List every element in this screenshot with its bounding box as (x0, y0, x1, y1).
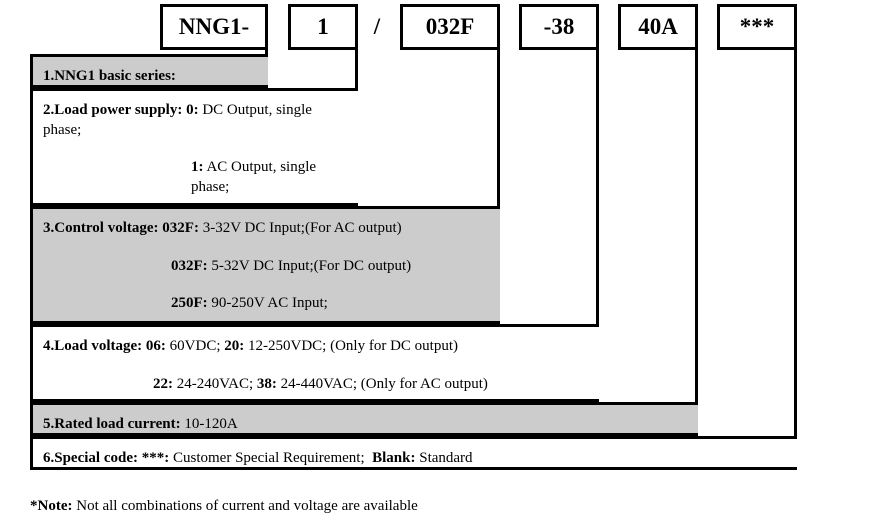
diagram-container: NNG1- 1 / 032F -38 40A *** 1.NNG1 basic … (30, 4, 840, 54)
band-control-voltage: 3.Control voltage: 032F: 3-32V DC Input;… (30, 206, 500, 324)
band-series-title: 1.NNG1 basic series: (43, 68, 176, 84)
band-rated-current-title: 5.Rated load current: (43, 416, 181, 432)
code-separator: / (362, 4, 392, 50)
code-load-voltage: -38 (544, 14, 575, 40)
code-box-special: *** (717, 4, 797, 50)
band-special-code-title: 6.Special code: (43, 450, 138, 466)
band-load-power: 2.Load power supply: 0: DC Output, singl… (30, 88, 358, 206)
code-rated-current: 40A (638, 14, 678, 40)
code-box-rated-current: 40A (618, 4, 698, 50)
band-load-power-title: 2.Load power supply: (43, 102, 182, 118)
code-box-control-voltage: 032F (400, 4, 500, 50)
code-control-voltage: 032F (426, 14, 475, 40)
code-box-load-voltage: -38 (519, 4, 599, 50)
band-special-code: 6.Special code: ***: Customer Special Re… (30, 436, 797, 470)
footnote: *Note: Not all combinations of current a… (30, 498, 418, 515)
band-rated-current: 5.Rated load current: 10-120A (30, 402, 698, 436)
band-control-voltage-title: 3.Control voltage: (43, 220, 159, 236)
code-box-series: NNG1- (160, 4, 268, 50)
band-series: 1.NNG1 basic series: (30, 54, 268, 88)
code-special: *** (740, 14, 775, 40)
band-load-voltage-title: 4.Load voltage: (43, 338, 142, 354)
code-series: NNG1- (179, 14, 249, 40)
code-box-load-power: 1 (288, 4, 358, 50)
band-load-voltage: 4.Load voltage: 06: 60VDC; 20: 12-250VDC… (30, 324, 599, 402)
code-load-power: 1 (317, 14, 329, 40)
